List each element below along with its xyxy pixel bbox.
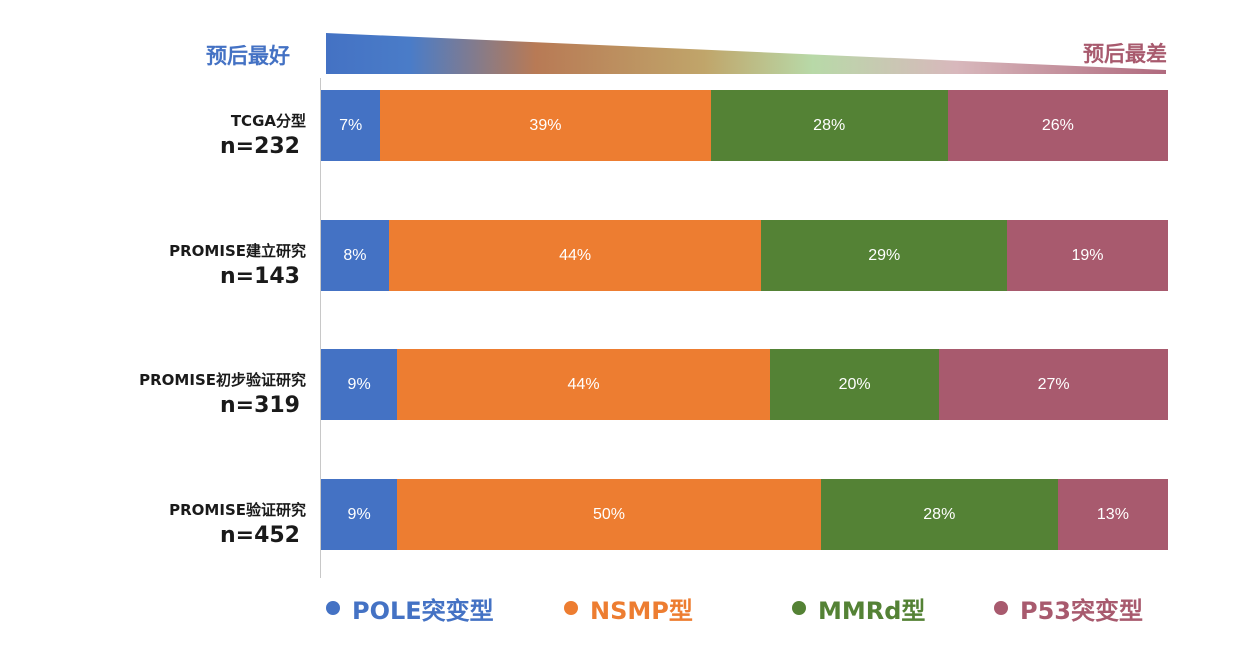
category-sample-size: n=319	[219, 393, 300, 418]
bar-segment-mmrd-2: 20%	[769, 349, 940, 420]
bar-segment-nsmp-0: 39%	[380, 90, 711, 161]
bar-segment-pole-1: 8%	[321, 220, 389, 291]
legend-label: NSMP型	[590, 596, 693, 625]
bar-segment-nsmp-2: 44%	[397, 349, 770, 420]
legend-label: P53突变型	[1020, 596, 1143, 625]
legend-marker-p53	[994, 601, 1008, 615]
bar-segment-pole-3: 9%	[321, 479, 398, 550]
bar-segment-mmrd-1: 29%	[761, 220, 1008, 291]
legend: POLE突变型 NSMP型 MMRd型 P53突变型	[0, 588, 1256, 628]
category-label: PROMISE初步验证研究	[139, 371, 306, 389]
bar-segment-p53-1: 19%	[1007, 220, 1168, 291]
prognosis-best-label: 预后最好	[206, 44, 290, 68]
prognosis-worst-label: 预后最差	[1083, 42, 1167, 66]
category-label: TCGA分型	[230, 112, 306, 130]
category-axis-line	[320, 78, 321, 578]
legend-marker-mmrd	[792, 601, 806, 615]
legend-marker-pole	[326, 601, 340, 615]
category-label: PROMISE验证研究	[169, 501, 306, 519]
legend-label: POLE突变型	[352, 596, 494, 625]
legend-label: MMRd型	[818, 596, 926, 625]
category-sample-size: n=232	[219, 134, 300, 159]
bar-segment-p53-2: 27%	[939, 349, 1168, 420]
category-sample-size: n=143	[219, 264, 300, 289]
bar-segment-mmrd-3: 28%	[820, 479, 1058, 550]
legend-item-nsmp: NSMP型	[564, 588, 693, 628]
legend-item-mmrd: MMRd型	[792, 588, 925, 628]
bar-segment-p53-3: 13%	[1057, 479, 1168, 550]
bar-segment-pole-0: 7%	[321, 90, 381, 161]
category-sample-size: n=452	[219, 523, 300, 548]
bar-segment-mmrd-0: 28%	[710, 90, 948, 161]
legend-item-p53: P53突变型	[994, 588, 1143, 628]
category-label: PROMISE建立研究	[169, 242, 306, 260]
legend-item-pole: POLE突变型	[326, 588, 494, 628]
bar-segment-p53-0: 26%	[947, 90, 1168, 161]
legend-marker-nsmp	[564, 601, 578, 615]
bar-segment-nsmp-3: 50%	[397, 479, 821, 550]
bar-segment-pole-2: 9%	[321, 349, 398, 420]
bar-segment-nsmp-1: 44%	[388, 220, 762, 291]
